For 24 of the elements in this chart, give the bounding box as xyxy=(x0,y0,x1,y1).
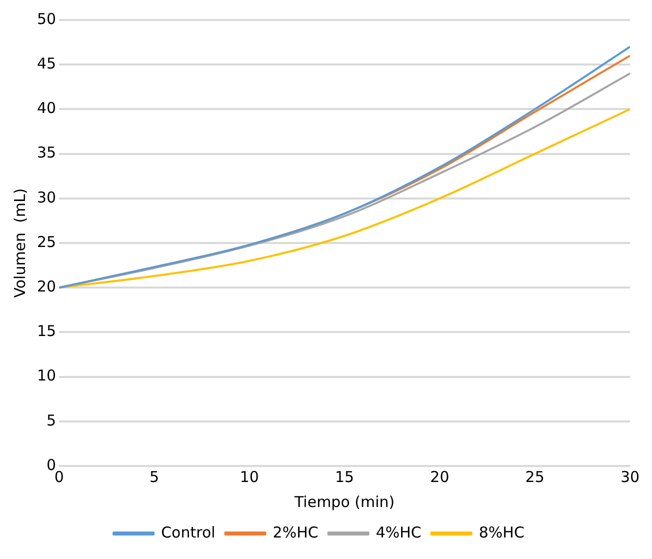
y-tick-label: 15 xyxy=(36,322,56,340)
x-tick-label: 15 xyxy=(334,468,354,486)
y-tick-label: 10 xyxy=(36,366,56,385)
x-axis-title: Tiempo (min) xyxy=(293,492,395,511)
legend-label: Control xyxy=(161,523,216,542)
line-series xyxy=(59,108,630,289)
y-tick-label: 40 xyxy=(36,99,56,118)
legend-label: 2%HC xyxy=(272,523,318,542)
y-tick-label: 25 xyxy=(36,232,56,251)
y-tick-label: 5 xyxy=(46,411,56,430)
legend-label: 4%HC xyxy=(376,523,422,542)
y-tick-label: 0 xyxy=(46,456,56,474)
y-tick-label: 20 xyxy=(36,277,56,296)
y-tick-label: 50 xyxy=(36,10,56,28)
x-tick-label: 30 xyxy=(620,468,640,486)
y-axis-title: Volumen (mL) xyxy=(10,188,29,298)
y-tick-label: 35 xyxy=(36,144,56,162)
legend-label: 8%HC xyxy=(478,523,524,542)
x-tick-label: 10 xyxy=(240,468,259,486)
y-tick-label: 45 xyxy=(36,54,56,72)
x-tick-label: 20 xyxy=(430,468,450,486)
y-tick-label: 30 xyxy=(36,188,56,206)
x-tick-label: 5 xyxy=(149,468,160,486)
x-tick-label: 25 xyxy=(525,468,544,486)
